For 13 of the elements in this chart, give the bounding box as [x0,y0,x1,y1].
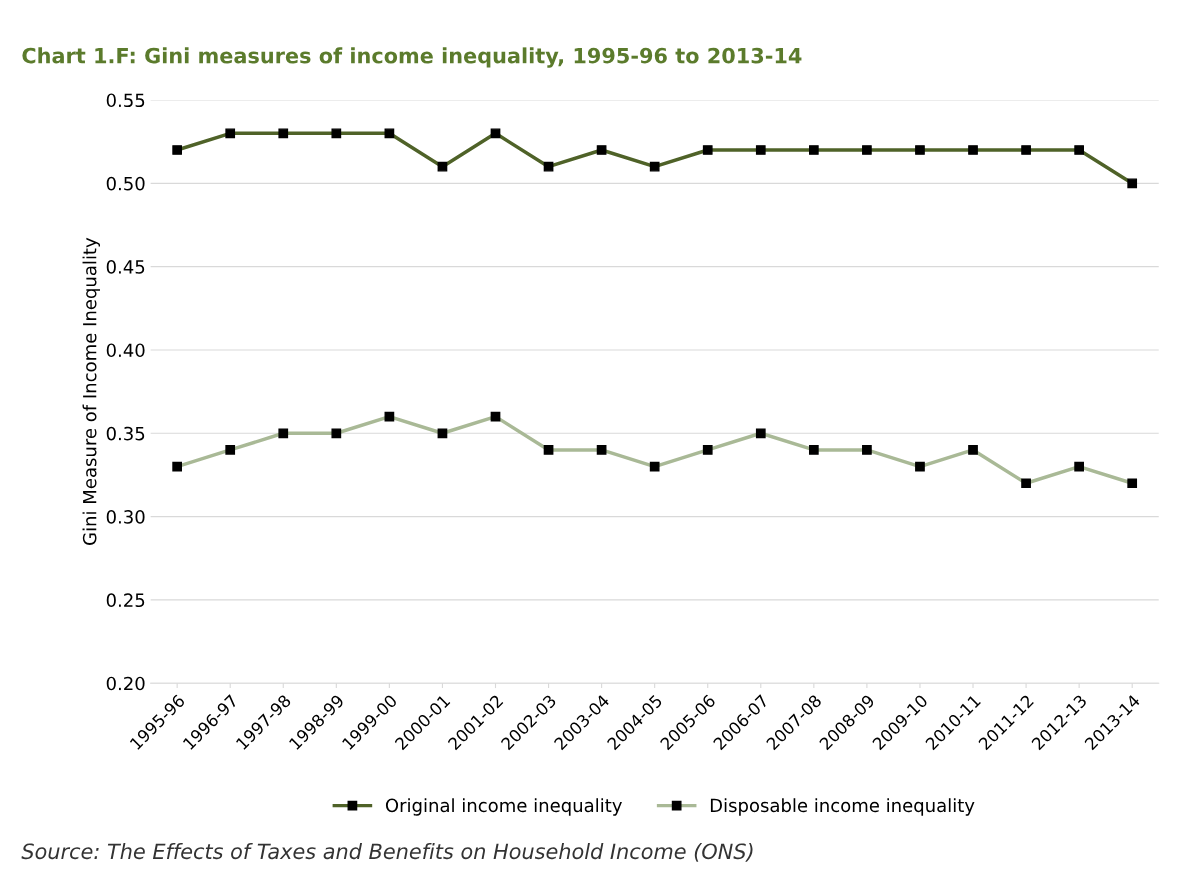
chart-title: Chart 1.F: Gini measures of income inequality, 1995-96 to 2013-14 [22,47,802,68]
y-axis-title: Gini Measure of Income Inequality [82,237,100,545]
y-tick-label: 0.20 [106,676,145,691]
y-tick-label: 0.30 [106,510,145,524]
y-tick-label: 0.45 [106,260,145,274]
y-tick-label: 0.35 [106,426,145,441]
y-tick-label: 0.25 [106,593,145,608]
legend-label: Original income inequality [385,798,622,816]
y-tick-label: 0.50 [106,176,145,191]
y-tick-label: 0.55 [106,93,145,108]
source-note: Source: The Effects of Taxes and Benefits on Household Income (ONS) [21,843,753,862]
legend-label: Disposable income inequality [710,798,975,816]
y-tick-label: 0.40 [106,343,145,358]
